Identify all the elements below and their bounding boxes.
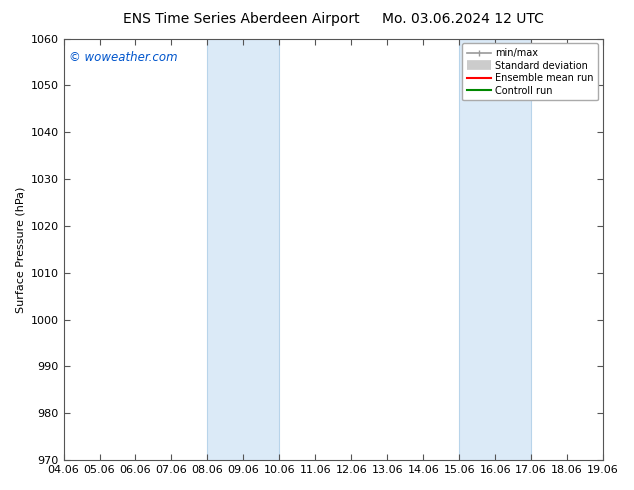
Y-axis label: Surface Pressure (hPa): Surface Pressure (hPa) [15, 186, 25, 313]
Text: © woweather.com: © woweather.com [69, 51, 178, 64]
Bar [459, 39, 531, 460]
Bar [207, 39, 280, 460]
Text: Mo. 03.06.2024 12 UTC: Mo. 03.06.2024 12 UTC [382, 12, 544, 26]
Legend: min/max, Standard deviation, Ensemble mean run, Controll run: min/max, Standard deviation, Ensemble me… [462, 44, 598, 100]
Text: ENS Time Series Aberdeen Airport: ENS Time Series Aberdeen Airport [122, 12, 359, 26]
